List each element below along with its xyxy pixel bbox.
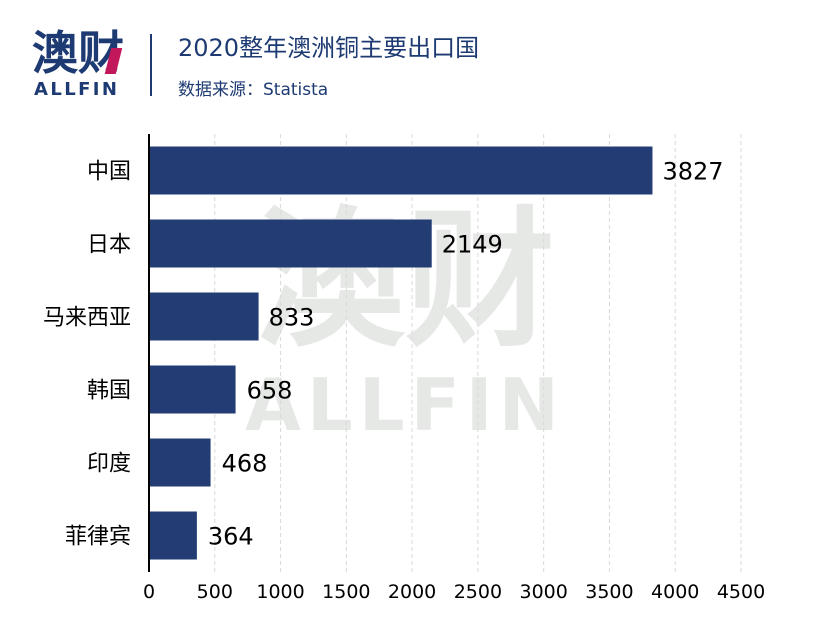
bars — [149, 146, 653, 560]
data-labels: 3827 2149 833 658 468 364 — [208, 158, 724, 551]
category-label: 中国 — [87, 160, 131, 185]
bar-value-label: 658 — [247, 377, 293, 405]
watermark-english: ALLFIN — [245, 363, 565, 447]
bar-value-label: 364 — [208, 523, 254, 551]
chart-title: 2020整年澳洲铜主要出口国 — [178, 34, 480, 62]
bar — [149, 511, 197, 560]
bar — [149, 365, 236, 414]
x-tick-label: 3500 — [585, 581, 633, 603]
x-tick-label: 500 — [197, 581, 233, 603]
brand-logo: 澳财 ALLFIN — [32, 28, 142, 100]
bar-value-label: 3827 — [662, 158, 723, 186]
bar-value-label: 2149 — [442, 231, 503, 259]
bar-value-label: 468 — [222, 450, 268, 478]
x-tick-labels: 0 500 1000 1500 2000 2500 3000 3500 4000 4500 — [143, 581, 765, 603]
x-tick-label: 4500 — [717, 581, 765, 603]
bar — [149, 438, 211, 487]
x-tick-label: 1000 — [256, 581, 304, 603]
bar-value-label: 833 — [269, 304, 315, 332]
category-label: 印度 — [87, 452, 131, 477]
category-label: 日本 — [87, 233, 131, 258]
header-divider — [150, 34, 152, 96]
x-tick-label: 1500 — [322, 581, 370, 603]
x-tick-label: 2500 — [454, 581, 502, 603]
x-tick-label: 2000 — [388, 581, 436, 603]
logo-english-text: ALLFIN — [34, 79, 120, 100]
x-tick-label: 0 — [143, 581, 155, 603]
category-label: 马来西亚 — [43, 306, 131, 331]
x-tick-label: 4000 — [651, 581, 699, 603]
category-label: 菲律宾 — [65, 525, 131, 550]
bar — [149, 219, 432, 268]
data-source: 数据来源：Statista — [178, 80, 329, 100]
gridlines — [214, 134, 742, 572]
bar — [149, 292, 259, 341]
category-label: 韩国 — [87, 379, 131, 404]
bar — [149, 146, 653, 195]
x-tick-label: 3000 — [519, 581, 567, 603]
